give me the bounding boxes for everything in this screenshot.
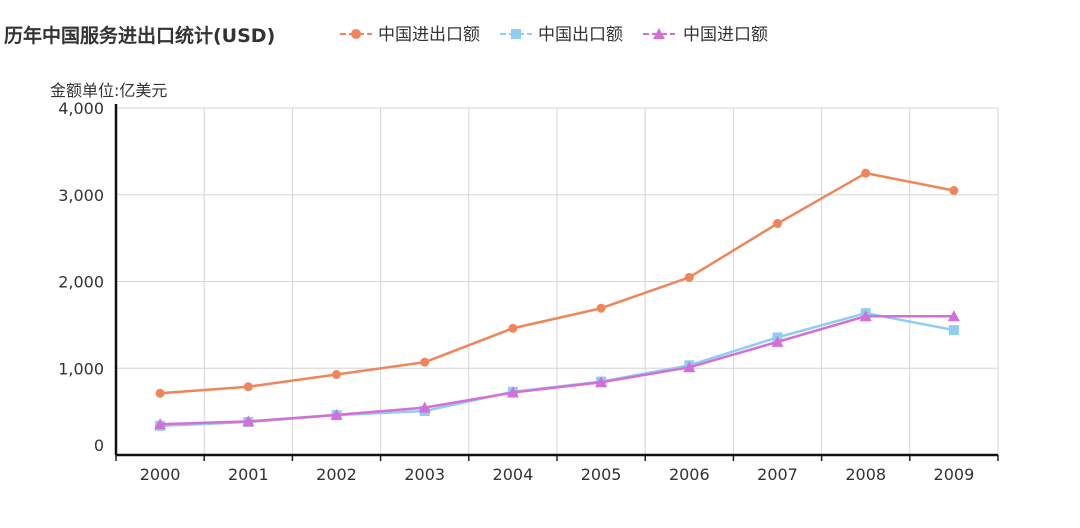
legend-marker-triangle-icon xyxy=(653,28,665,39)
y-tick-label: 3,000 xyxy=(58,186,104,205)
y-tick-label: 0 xyxy=(94,436,104,455)
data-point-0-2004[interactable] xyxy=(508,323,518,333)
legend-item-import[interactable]: 中国进口额 xyxy=(643,25,768,45)
data-point-2-2005[interactable] xyxy=(595,376,608,388)
legend-item-total[interactable]: 中国进出口额 xyxy=(340,25,480,45)
legend-label-total: 中国进出口额 xyxy=(378,25,480,45)
legend-label-import: 中国进口额 xyxy=(683,25,768,45)
x-tick-label: 2000 xyxy=(140,465,181,484)
data-point-2-2002[interactable] xyxy=(330,408,343,420)
data-point-2-2000[interactable] xyxy=(154,418,167,430)
data-point-2-2001[interactable] xyxy=(242,415,255,427)
y-tick-label: 2,000 xyxy=(58,273,104,292)
x-tick-label: 2001 xyxy=(228,465,269,484)
x-tick-label: 2004 xyxy=(493,465,534,484)
data-point-0-2006[interactable] xyxy=(684,272,694,282)
axes: 0 1,000 2,000 3,000 4,000 2000 2001 2002 2003 200… xyxy=(58,99,999,484)
x-tick-label: 2003 xyxy=(404,465,445,484)
data-point-0-2002[interactable] xyxy=(332,369,341,379)
data-point-0-2000[interactable] xyxy=(155,388,165,398)
data-point-2-2004[interactable] xyxy=(506,386,519,398)
legend: 中国进出口额 中国出口额 中国进口额 xyxy=(340,25,768,45)
grid xyxy=(116,107,999,455)
x-tick-label: 2008 xyxy=(845,465,886,484)
x-tick-label: 2002 xyxy=(316,465,357,484)
data-point-0-2009[interactable] xyxy=(949,185,959,195)
series-layer xyxy=(154,168,960,431)
x-tick-label: 2007 xyxy=(757,465,798,484)
legend-marker-circle-icon xyxy=(351,29,361,39)
data-point-0-2001[interactable] xyxy=(243,382,253,392)
y-tick-label: 1,000 xyxy=(58,359,104,378)
series-line-2 xyxy=(160,314,954,426)
chart-title: 历年中国服务进出口统计(USD) xyxy=(4,24,275,47)
unit-label: 金额单位:亿美元 xyxy=(50,81,167,100)
data-point-2-2006[interactable] xyxy=(683,361,696,373)
data-point-2-2009[interactable] xyxy=(947,310,960,322)
legend-item-export[interactable]: 中国出口额 xyxy=(500,25,623,45)
data-point-2-2008[interactable] xyxy=(859,310,872,322)
x-tick-label: 2009 xyxy=(934,465,975,484)
x-tick-label: 2005 xyxy=(581,465,622,484)
data-point-0-2003[interactable] xyxy=(420,357,430,367)
x-tick-label: 2006 xyxy=(669,465,710,484)
legend-marker-square-icon xyxy=(511,29,521,39)
legend-label-export: 中国出口额 xyxy=(538,25,623,45)
data-point-2-2003[interactable] xyxy=(418,401,431,413)
data-point-0-2005[interactable] xyxy=(596,303,606,313)
data-point-1-2009[interactable] xyxy=(948,325,959,336)
data-point-2-2007[interactable] xyxy=(771,335,784,347)
data-point-0-2007[interactable] xyxy=(773,219,782,229)
series-line-0 xyxy=(160,171,955,395)
y-tick-label: 4,000 xyxy=(58,99,104,118)
data-point-0-2008[interactable] xyxy=(861,168,871,178)
